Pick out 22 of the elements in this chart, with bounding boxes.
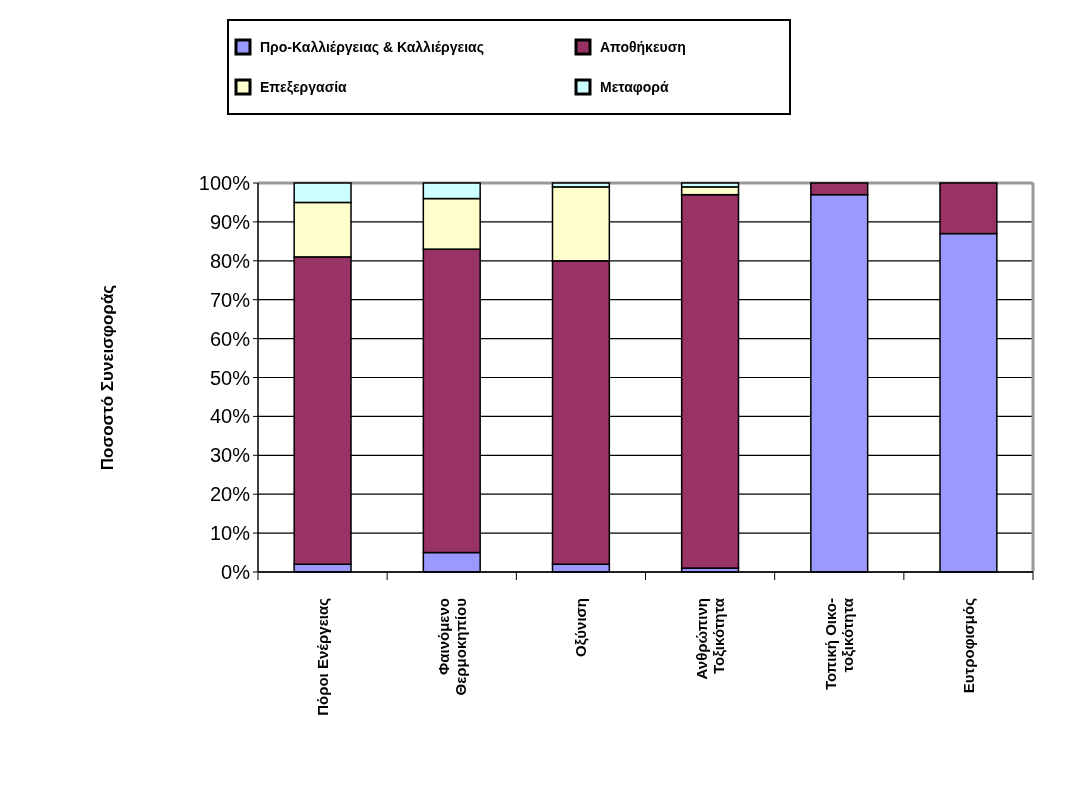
legend-label: Επεξεργασία [260,78,348,95]
legend-label: Αποθήκευση [600,38,686,55]
x-tick-label: Ευτροφισμός [959,597,977,694]
y-axis-title: Ποσοστό Συνεισφοράς [98,284,117,471]
y-tick-label: 0% [221,561,251,583]
x-tick-label: Ανθρώπινη Τοξικότητα [692,597,727,680]
legend-label: Προ-Καλλιέργειας & Καλλιέργειας [260,38,484,55]
x-tick-label: Οξύνιση [572,598,590,658]
x-tick-label: Φαινόμενο Θερμοκηπίου [434,597,469,696]
y-tick-label: 100% [198,172,251,194]
y-tick-label: 20% [209,483,251,506]
y-tick-label: 60% [209,327,251,350]
y-tick-label: 80% [209,249,251,272]
y-tick-label: 10% [209,522,251,545]
y-tick-label: 40% [209,405,251,428]
y-tick-label: 70% [209,288,251,311]
x-tick-label: Τοπική Οικο- τοξικότητα [822,597,856,690]
x-tick-label: Πόροι Ενέργειας [313,597,331,716]
y-tick-label: 30% [209,444,251,467]
legend-label: Μεταφορά [600,78,669,95]
y-tick-label: 50% [209,366,251,389]
y-tick-label: 90% [209,210,251,233]
